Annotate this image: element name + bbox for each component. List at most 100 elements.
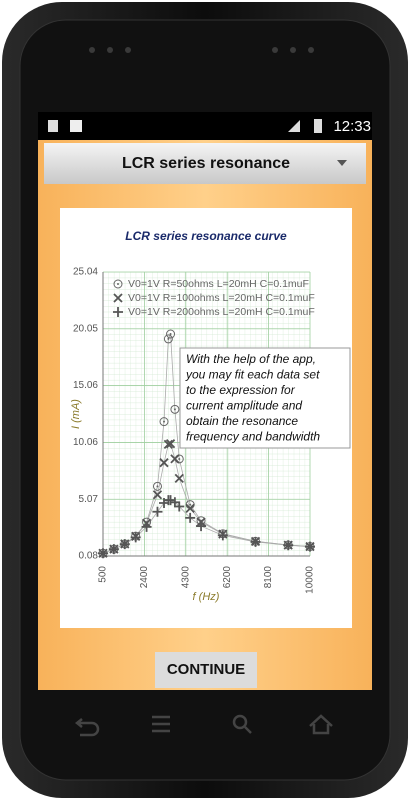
marker-cross [185, 503, 195, 513]
y-tick-label: 25.04 [73, 267, 98, 278]
marker-cross [159, 458, 169, 468]
data-point [108, 544, 119, 555]
marker-plus [119, 539, 130, 550]
spinner[interactable] [44, 143, 366, 184]
annotation-line: frequency and bandwidth [186, 430, 320, 444]
nav-buttons [74, 714, 333, 737]
marker-plus [130, 532, 141, 543]
data-point [174, 501, 185, 512]
data-point [196, 521, 207, 532]
data-point [170, 404, 180, 414]
marker-plus [283, 540, 294, 551]
marker-plus [113, 307, 123, 317]
marker-plus [108, 544, 119, 555]
marker-ring [159, 417, 169, 427]
data-point [250, 536, 261, 547]
y-tick-label: 15.06 [73, 380, 98, 391]
data-point [166, 329, 176, 339]
legend-label: V0=1V R=100ohms L=20mH C=0.1muF [128, 292, 315, 304]
data-point [141, 521, 152, 532]
marker-plus [250, 536, 261, 547]
y-tick-label: 10.06 [73, 437, 98, 448]
marker-dot [178, 457, 181, 460]
marker-cross [170, 454, 180, 464]
marker-plus [141, 521, 152, 532]
marker-plus [185, 512, 196, 523]
annotation-line: to the expression for [186, 383, 296, 397]
x-tick-label: 6200 [222, 566, 233, 589]
legend-marker [113, 293, 123, 303]
continue-button[interactable] [155, 652, 257, 688]
marker-dot [156, 485, 159, 488]
data-point [185, 503, 195, 513]
data-point [165, 495, 176, 506]
data-point [174, 473, 184, 484]
annotation-line: With the help of the app, [186, 352, 316, 366]
y-tick-label: 20.05 [73, 323, 98, 334]
marker-plus [165, 495, 176, 506]
marker-ring [163, 334, 173, 344]
continue-label: CONTINUE [167, 661, 245, 678]
status-icons [48, 119, 322, 133]
marker-dot [167, 337, 170, 340]
annotation-box [179, 347, 351, 449]
marker-plus [152, 506, 163, 517]
data-point [130, 532, 141, 543]
data-point [217, 530, 228, 541]
data-point [165, 439, 176, 449]
data-point [283, 540, 294, 551]
status-time: 12:33 [333, 118, 371, 135]
marker-dot [173, 408, 176, 411]
x-axis-label: f (Hz) [193, 591, 220, 603]
annotation-line: you may fit each data set [185, 368, 320, 382]
marker-ring [166, 329, 176, 339]
annotation-line: obtain the resonance [186, 414, 298, 428]
plot: 0.08 5.07 10.06 15.06 20.05 25.04 500 2400 4300 6… [73, 267, 351, 594]
legend-marker [113, 307, 123, 317]
x-tick-label: 2400 [139, 566, 150, 589]
marker-dot [189, 503, 192, 506]
data-point [170, 454, 180, 464]
x-tick-label: 10000 [305, 566, 316, 594]
annotation-line: current amplitude and [186, 399, 302, 413]
marker-ring [113, 279, 123, 289]
marker-cross [163, 439, 174, 450]
y-tick-label: 5.07 [79, 494, 99, 505]
dropdown-arrow [337, 160, 347, 166]
marker-plus [196, 521, 207, 532]
chart-title: LCR series resonance curve [125, 229, 287, 243]
legend-marker [113, 279, 123, 289]
data-point [152, 490, 163, 500]
x-tick-label: 8100 [263, 566, 274, 589]
marker-plus [98, 548, 108, 559]
spinner-title: LCR series resonance [122, 155, 290, 172]
marker-dot [169, 333, 172, 336]
marker-ring [170, 404, 180, 414]
y-axis-label: I (mA) [70, 399, 82, 429]
data-point [163, 439, 174, 450]
marker-plus [305, 541, 315, 552]
marker-plus [174, 501, 185, 512]
marker-plus [217, 530, 228, 541]
marker-dot [117, 283, 119, 285]
legend-label: V0=1V R=200ohms L=20mH C=0.1muF [128, 306, 315, 318]
x-tick-label: 500 [98, 566, 109, 583]
data-point [119, 539, 130, 550]
legend-label: V0=1V R=50ohms L=20mH C=0.1muF [128, 278, 309, 290]
data-point [163, 334, 173, 344]
data-point [159, 458, 169, 468]
y-tick-label: 0.08 [79, 551, 99, 562]
marker-cross [165, 439, 176, 449]
data-point [185, 512, 196, 523]
data-point [152, 506, 163, 517]
marker-cross [113, 293, 123, 303]
data-point [152, 481, 162, 491]
marker-cross [174, 473, 184, 484]
marker-dot [163, 420, 166, 423]
marker-ring [152, 481, 162, 491]
speaker [89, 47, 314, 53]
x-tick-label: 4300 [180, 566, 191, 589]
data-point [98, 548, 108, 559]
